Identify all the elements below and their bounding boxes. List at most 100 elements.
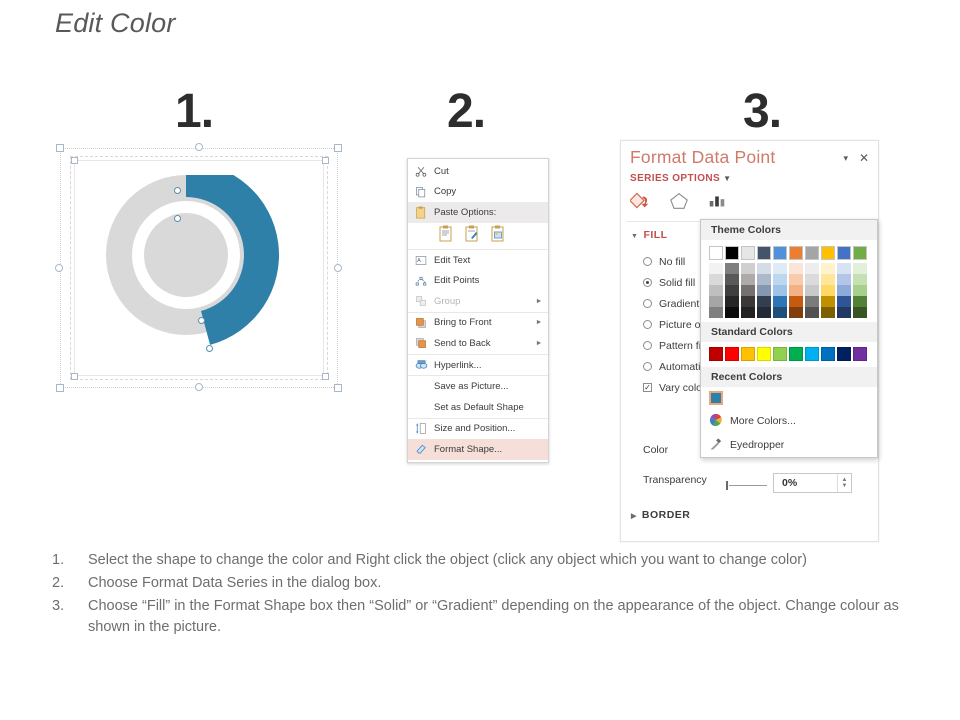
eyedropper-item[interactable]: Eyedropper [701,433,877,457]
inner-handle-bottom-left[interactable] [71,373,78,380]
theme-color-shade-swatch[interactable] [821,307,835,318]
theme-color-shade-swatch[interactable] [773,307,787,318]
theme-color-shade-swatch[interactable] [821,296,835,307]
theme-color-column-4[interactable] [773,246,787,318]
theme-color-swatch[interactable] [725,246,739,260]
resize-handle-bottom-right[interactable] [334,384,342,392]
theme-color-shade-swatch[interactable] [725,285,739,296]
standard-colors-row[interactable] [701,342,877,367]
fill-option-pattern-fill[interactable]: Pattern fill [643,335,752,356]
radio-icon[interactable] [643,362,652,371]
resize-handle-middle-right[interactable] [334,264,342,272]
theme-color-shade-swatch[interactable] [853,263,867,274]
theme-color-shade-swatch[interactable] [789,285,803,296]
theme-color-column-2[interactable] [741,246,755,318]
resize-handle-top-left[interactable] [56,144,64,152]
fill-option-automatic[interactable]: Automatic [643,356,752,377]
inner-handle-bottom-right[interactable] [322,373,329,380]
theme-color-swatch[interactable] [773,246,787,260]
menu-item-hyperlink[interactable]: Hyperlink... [408,353,548,376]
theme-color-swatch[interactable] [837,246,851,260]
theme-color-shade-swatch[interactable] [741,285,755,296]
theme-color-shade-swatch[interactable] [725,263,739,274]
fill-section-header[interactable]: ▼ FILL [631,229,668,241]
theme-color-shade-swatch[interactable] [709,285,723,296]
theme-color-shade-swatch[interactable] [789,263,803,274]
theme-color-shade-swatch[interactable] [853,274,867,285]
series-chart-icon[interactable] [706,191,728,216]
menu-item-copy[interactable]: Copy [408,182,548,203]
recent-color-swatch[interactable] [709,391,723,405]
theme-color-swatch[interactable] [757,246,771,260]
theme-color-shade-swatch[interactable] [757,296,771,307]
theme-color-shade-swatch[interactable] [789,274,803,285]
standard-color-swatch[interactable] [709,347,723,361]
chevron-down-icon[interactable]: ▼ [723,174,732,183]
radio-icon[interactable] [643,320,652,329]
theme-color-shade-swatch[interactable] [725,307,739,318]
theme-color-swatch[interactable] [709,246,723,260]
theme-color-shade-swatch[interactable] [757,285,771,296]
theme-color-shade-swatch[interactable] [741,263,755,274]
menu-item-save-as-picture[interactable]: Save as Picture... [408,375,548,397]
arc-point-handle-end-outer[interactable] [206,345,213,352]
checkbox-icon-checked[interactable]: ✓ [643,383,652,392]
fill-bucket-icon[interactable] [629,191,652,216]
theme-color-shade-swatch[interactable] [805,285,819,296]
close-icon[interactable]: ✕ [858,151,869,165]
theme-color-column-5[interactable] [789,246,803,318]
standard-color-swatch[interactable] [725,347,739,361]
standard-color-swatch[interactable] [805,347,819,361]
radio-icon[interactable] [643,341,652,350]
theme-color-shade-swatch[interactable] [725,296,739,307]
standard-color-swatch[interactable] [853,347,867,361]
menu-item-bring-to-front[interactable]: Bring to Front ► [408,311,548,334]
theme-color-column-6[interactable] [805,246,819,318]
context-menu[interactable]: Cut Copy Paste Options: [407,158,549,463]
inner-handle-top-right[interactable] [322,157,329,164]
theme-color-shade-swatch[interactable] [741,274,755,285]
theme-color-column-9[interactable] [853,246,867,318]
theme-color-column-7[interactable] [821,246,835,318]
theme-color-shade-swatch[interactable] [773,296,787,307]
theme-color-column-8[interactable] [837,246,851,318]
menu-item-edit-text[interactable]: A Edit Text [408,248,548,271]
theme-color-shade-swatch[interactable] [853,285,867,296]
transparency-spinner[interactable]: 0% ▲ ▼ [773,473,852,493]
theme-color-shade-swatch[interactable] [837,274,851,285]
resize-handle-bottom-center[interactable] [195,383,203,391]
menu-item-edit-points[interactable]: Edit Points [408,270,548,291]
theme-color-shade-swatch[interactable] [853,296,867,307]
spinner-arrows[interactable]: ▲ ▼ [837,474,851,492]
standard-color-swatch[interactable] [837,347,851,361]
paste-picture-icon[interactable] [490,225,506,245]
theme-color-shade-swatch[interactable] [709,296,723,307]
theme-color-swatch[interactable] [741,246,755,260]
theme-color-shade-swatch[interactable] [757,263,771,274]
theme-color-shade-swatch[interactable] [741,296,755,307]
theme-color-shade-swatch[interactable] [773,263,787,274]
theme-color-swatch[interactable] [853,246,867,260]
pane-tab-icons[interactable] [629,191,728,216]
paste-keep-source-formatting-icon[interactable] [464,225,480,245]
donut-accent-arc[interactable] [106,175,292,361]
arc-point-handle-end-inner[interactable] [198,317,205,324]
theme-color-swatch[interactable] [789,246,803,260]
transparency-value[interactable]: 0% [782,477,798,489]
radio-icon[interactable] [643,257,652,266]
effects-pentagon-icon[interactable] [668,191,690,216]
standard-color-swatch[interactable] [741,347,755,361]
fill-option-solid-fill[interactable]: Solid fill [643,272,752,293]
color-picker-flyout[interactable]: Theme Colors Standard Colors Recent Colo… [700,219,878,458]
theme-colors-grid[interactable] [701,240,877,322]
theme-color-shade-swatch[interactable] [725,274,739,285]
series-options-header[interactable]: SERIES OPTIONS ▼ [630,173,731,184]
theme-color-shade-swatch[interactable] [805,296,819,307]
transparency-slider[interactable] [721,481,767,490]
menu-item-send-to-back[interactable]: Send to Back ► [408,333,548,354]
theme-color-shade-swatch[interactable] [821,285,835,296]
theme-color-shade-swatch[interactable] [709,263,723,274]
theme-color-shade-swatch[interactable] [789,296,803,307]
theme-color-shade-swatch[interactable] [821,263,835,274]
theme-color-shade-swatch[interactable] [821,274,835,285]
